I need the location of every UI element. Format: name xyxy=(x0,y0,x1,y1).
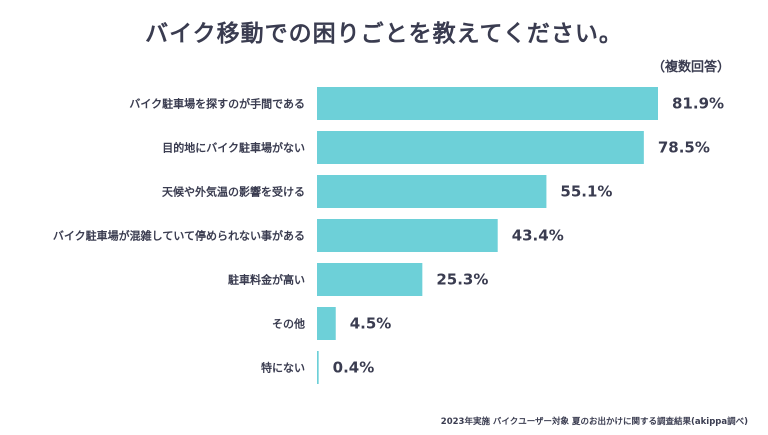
multiple-answer-note: （複数回答） xyxy=(651,60,730,75)
bar xyxy=(317,219,498,252)
source-note: 2023年実施 バイクユーザー対象 夏のお出かけに関する調査結果(akippa調… xyxy=(440,417,748,427)
bar xyxy=(317,87,658,120)
bar xyxy=(317,131,644,164)
category-label: バイク駐車場を探すのが手間である xyxy=(129,97,305,111)
category-label: 駐車料金が高い xyxy=(228,273,305,287)
category-label: 特にない xyxy=(261,361,305,375)
value-label: 43.4% xyxy=(512,227,564,245)
category-label: その他 xyxy=(272,317,305,331)
category-label: バイク駐車場が混雑していて停められない事がある xyxy=(53,229,305,243)
value-label: 81.9% xyxy=(672,95,724,113)
bar xyxy=(317,263,423,296)
bar xyxy=(317,351,319,384)
value-label: 25.3% xyxy=(436,271,488,289)
value-label: 78.5% xyxy=(658,139,710,157)
value-label: 0.4% xyxy=(333,359,375,377)
chart-title: バイク移動での困りごとを教えてください。 xyxy=(145,21,623,47)
category-label: 目的地にバイク駐車場がない xyxy=(162,141,305,155)
value-label: 55.1% xyxy=(560,183,612,201)
value-label: 4.5% xyxy=(350,315,392,333)
bar xyxy=(317,307,336,340)
category-label: 天候や外気温の影響を受ける xyxy=(162,185,305,199)
bar xyxy=(317,175,547,208)
